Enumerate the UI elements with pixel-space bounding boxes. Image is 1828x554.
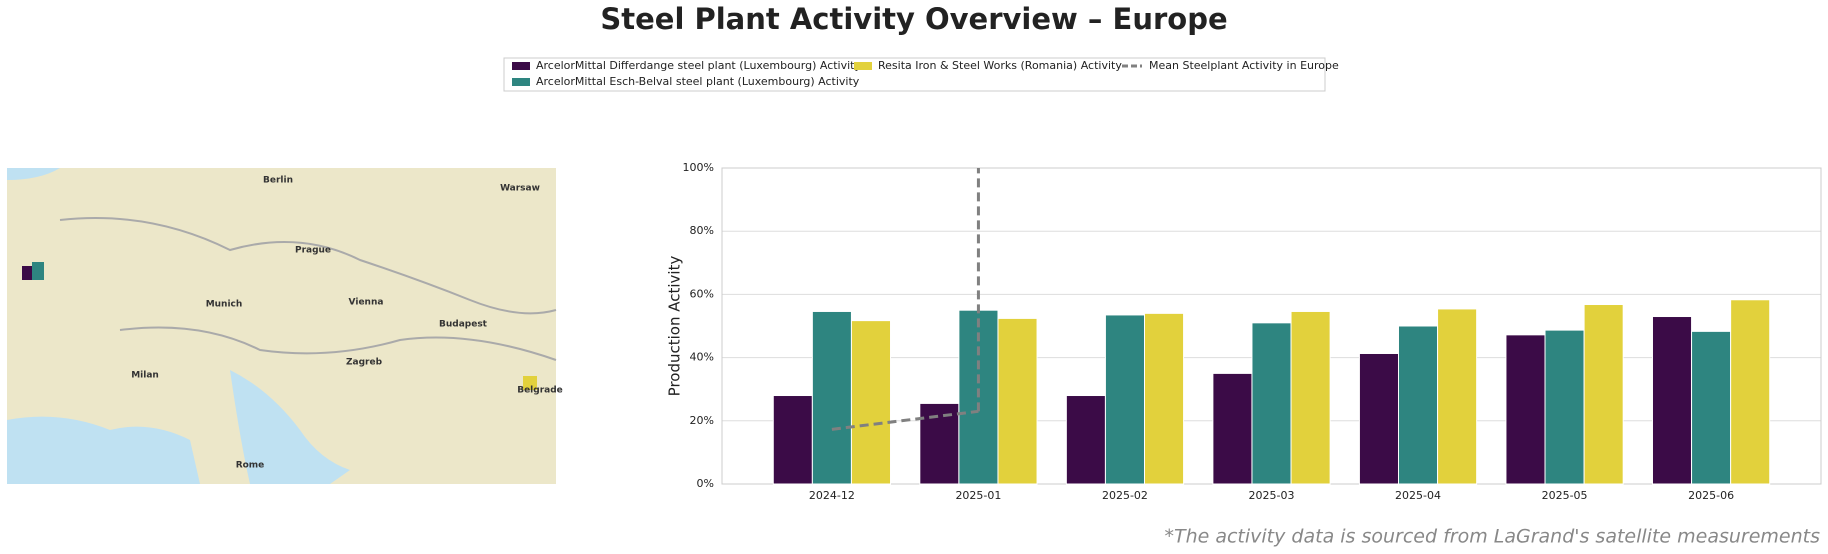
map-sea — [7, 416, 200, 484]
map-city-label: Belgrade — [517, 386, 563, 396]
legend-label: Resita Iron & Steel Works (Romania) Acti… — [878, 59, 1122, 72]
map-border — [59, 217, 557, 315]
bar — [919, 402, 960, 485]
y-tick-label: 60% — [690, 287, 714, 300]
map-city-label: Rome — [236, 461, 265, 471]
bar — [1437, 308, 1478, 485]
bar — [1212, 372, 1253, 485]
bar — [1144, 312, 1185, 485]
bar — [772, 395, 813, 485]
x-tick-label: 2025-05 — [1542, 489, 1588, 502]
legend-swatch — [854, 62, 872, 70]
bar — [1251, 322, 1292, 485]
map-city-label: Warsaw — [500, 184, 540, 194]
bar — [997, 317, 1038, 485]
bar — [1397, 325, 1439, 485]
x-tick-label: 2025-04 — [1395, 489, 1441, 502]
map-city-label: Milan — [131, 371, 159, 381]
chart-title: Steel Plant Activity Overview – Europe — [600, 2, 1227, 36]
map-sea — [7, 168, 60, 180]
bar — [1358, 352, 1399, 485]
map-city-label: Vienna — [349, 298, 384, 308]
footnote: *The activity data is sourced from LaGra… — [1164, 526, 1820, 548]
x-tick-label: 2025-03 — [1249, 489, 1295, 502]
bar — [1730, 299, 1771, 485]
mean-line — [831, 409, 979, 431]
bar — [850, 320, 892, 485]
map-city-label: Budapest — [439, 320, 488, 330]
y-tick-label: 80% — [690, 224, 714, 237]
map-city-label: Prague — [295, 246, 331, 256]
x-tick-label: 2025-02 — [1102, 489, 1148, 502]
legend-label: ArcelorMittal Esch-Belval steel plant (L… — [536, 75, 860, 88]
bar — [1583, 304, 1624, 485]
bar — [1691, 330, 1732, 485]
y-tick-label: 0% — [697, 477, 714, 490]
y-axis-label: Production Activity — [666, 256, 684, 397]
map — [7, 168, 557, 484]
bar — [1651, 316, 1693, 485]
plant-marker-luxembourg — [22, 262, 44, 280]
legend-swatch — [512, 62, 530, 70]
bar — [1290, 310, 1331, 485]
legend-label: ArcelorMittal Differdange steel plant (L… — [536, 59, 861, 72]
y-tick-label: 20% — [690, 414, 714, 427]
bar — [1065, 395, 1106, 485]
y-tick-label: 40% — [690, 351, 714, 364]
y-tick-label: 100% — [683, 161, 714, 174]
legend-box — [503, 57, 1326, 92]
plant-marker-romania — [523, 376, 537, 390]
x-tick-label: 2025-06 — [1688, 489, 1734, 502]
legend-swatch — [512, 78, 530, 86]
map-city-label: Zagreb — [346, 358, 383, 368]
x-tick-label: 2025-01 — [955, 489, 1001, 502]
bar — [1544, 329, 1585, 485]
map-border — [119, 326, 557, 361]
map-city-label: Munich — [206, 300, 243, 310]
bar — [1505, 334, 1546, 485]
x-tick-label: 2024-12 — [809, 489, 855, 502]
bar — [811, 310, 852, 485]
map-city-label: Berlin — [263, 176, 293, 186]
legend-label: Mean Steelplant Activity in Europe — [1149, 59, 1339, 72]
bar — [1104, 314, 1146, 485]
map-sea — [230, 370, 350, 484]
